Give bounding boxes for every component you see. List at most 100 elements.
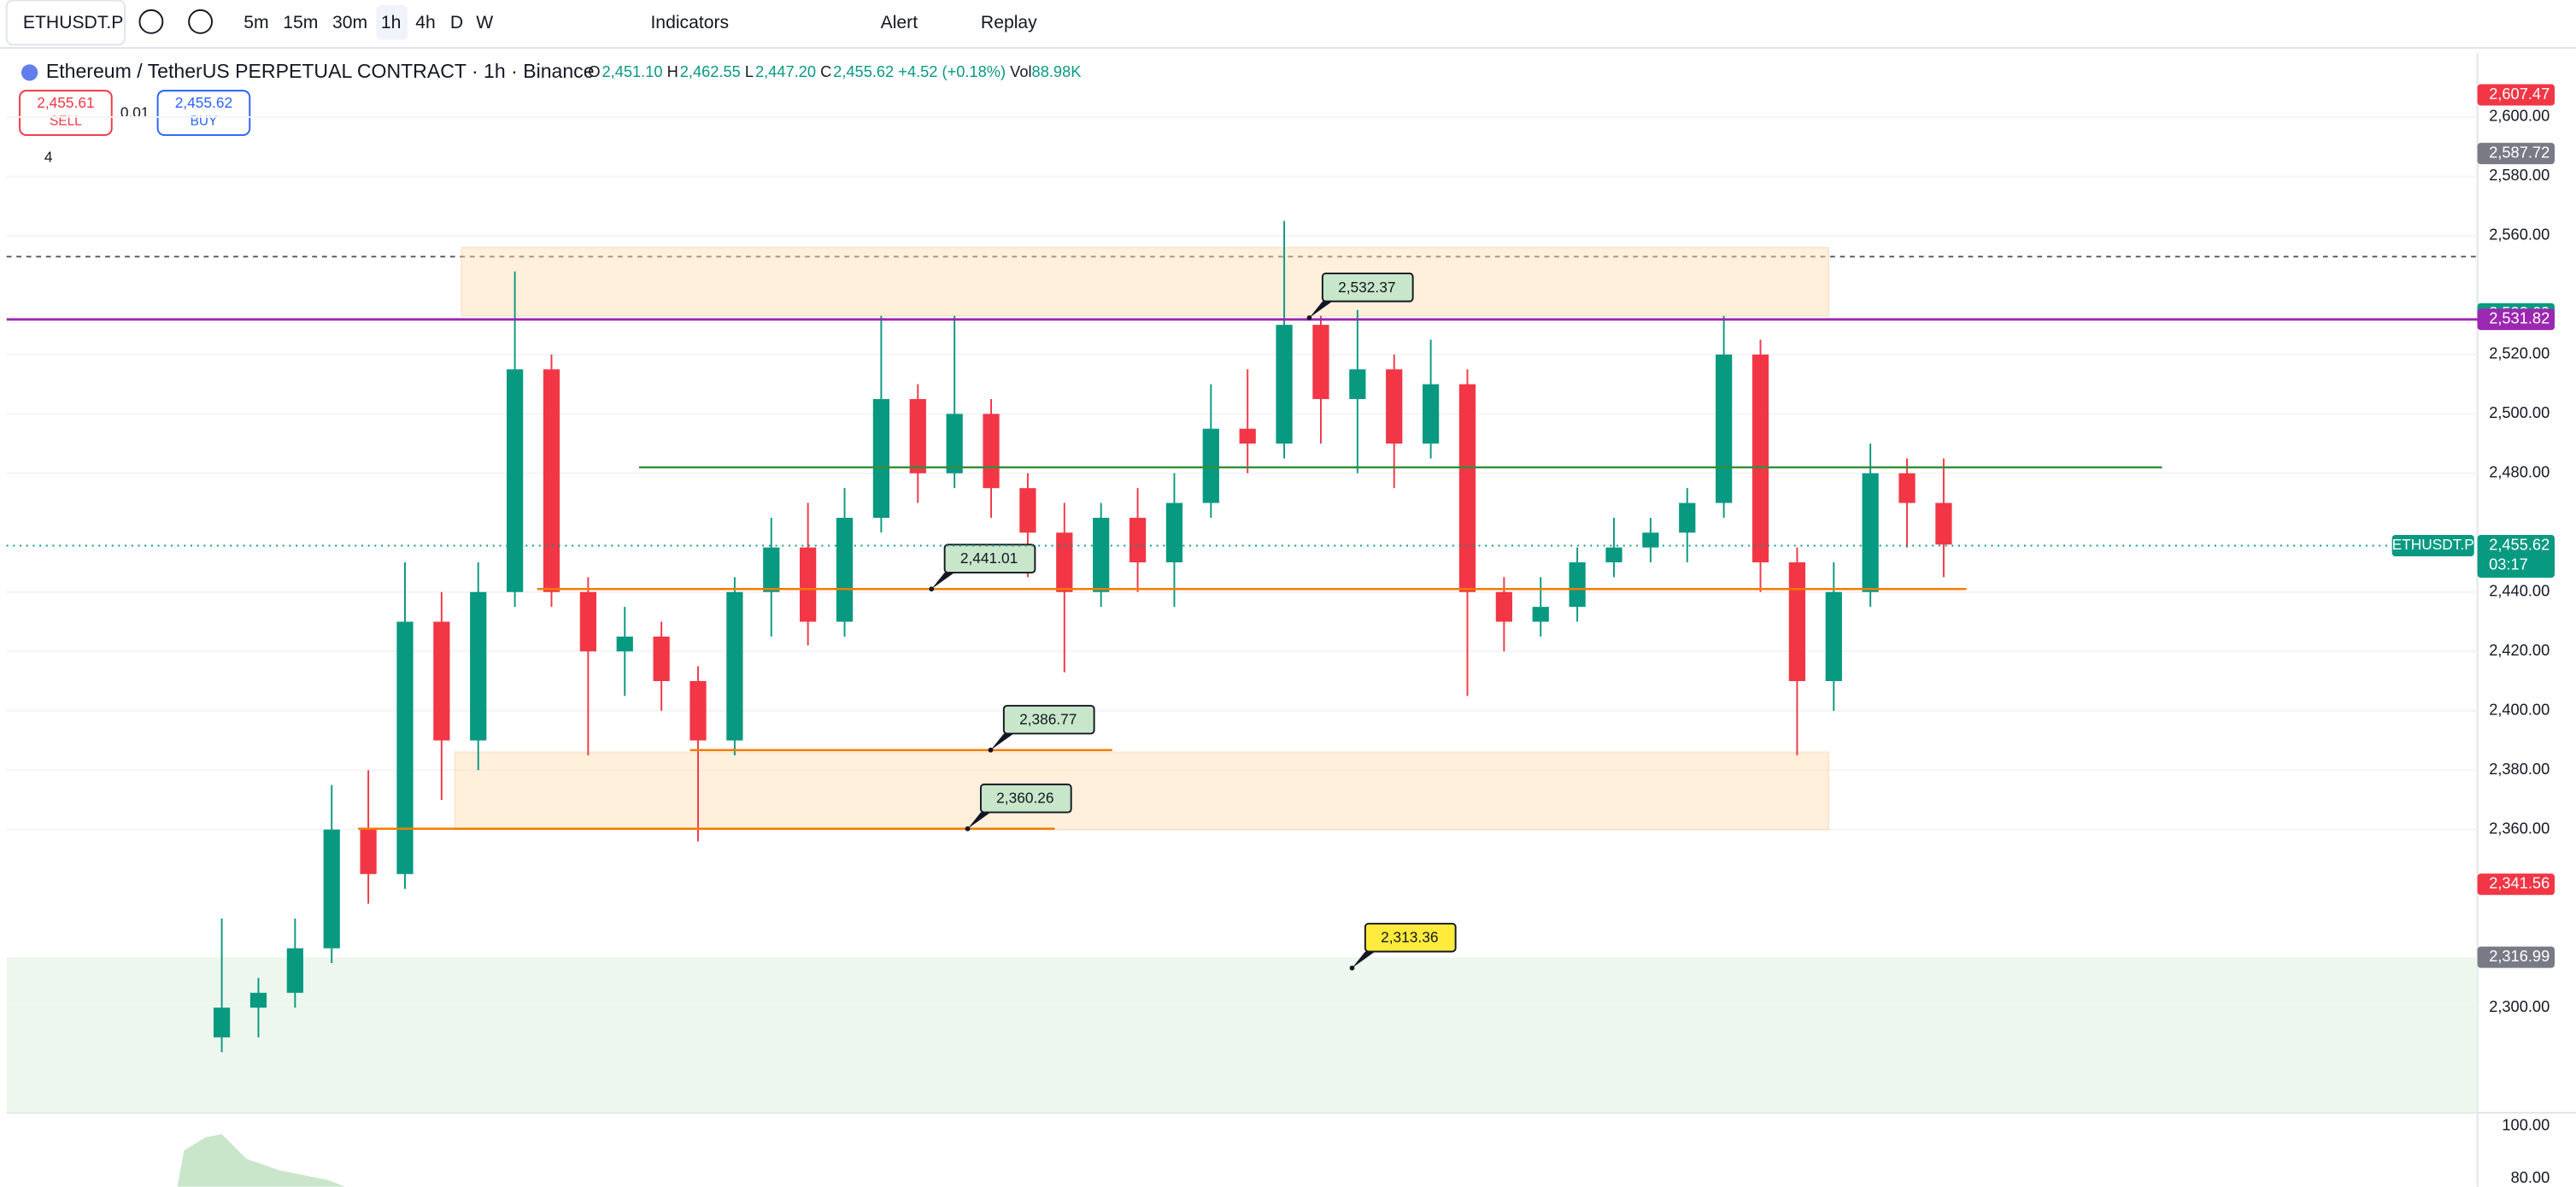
interval[interactable]: 5m [244, 13, 268, 32]
y-tick-label: 2,420.00 [2489, 641, 2550, 659]
candle-body [1386, 369, 1403, 444]
symbol[interactable]: ETHUSDT.P [23, 13, 123, 32]
y-tick-label: 2,500.00 [2489, 403, 2550, 421]
chart-header: Ethereum / TetherUS PERPETUAL CONTRACT ·… [46, 60, 595, 82]
price-badge [2477, 143, 2555, 165]
annotation-label: 2,360.26 [996, 790, 1053, 807]
annotation-box [979, 783, 1072, 814]
vol: 88.98K [1032, 62, 1082, 80]
candle-body [983, 414, 1000, 489]
candle-body [1349, 369, 1366, 399]
annotation-label: 2,532.37 [1338, 279, 1395, 296]
candle-body [909, 398, 926, 473]
replay[interactable]: Replay [981, 13, 1037, 32]
candle-body [1165, 502, 1183, 563]
pane-tick: 100.00 [2502, 1115, 2550, 1133]
candle-body [249, 992, 267, 1008]
active-interval [376, 5, 408, 40]
candle-body [507, 369, 524, 592]
indicator-count[interactable]: 4 [44, 149, 53, 166]
price-badge [2477, 84, 2555, 106]
candle-body [1898, 473, 1916, 503]
pane-tick: 80.00 [2511, 1168, 2550, 1186]
price-badge [2477, 873, 2555, 896]
candle-body [1239, 428, 1256, 444]
sell-button[interactable] [19, 90, 113, 136]
ohlc-value: 2,447.20 [755, 62, 816, 80]
candle-body [213, 1008, 231, 1037]
symbol-button[interactable] [5, 0, 126, 46]
ohlc-value: 2,462.55 [680, 62, 741, 80]
interval[interactable]: 15m [283, 13, 318, 32]
demand-zone [6, 957, 2478, 1114]
candle-body [1019, 488, 1036, 533]
ohlc-key: O [588, 62, 600, 80]
sell-price[interactable]: 2,455.61 [37, 94, 94, 111]
add-icon[interactable] [188, 9, 214, 34]
annotation-box [943, 544, 1036, 573]
candle-body [946, 414, 963, 473]
candle-body [396, 621, 414, 874]
eth-icon [21, 64, 38, 81]
candle-body [1716, 354, 1733, 503]
annotation-label: 2,386.77 [1019, 711, 1077, 728]
candle-body [872, 398, 890, 518]
candle-body [1129, 517, 1147, 563]
candle-body [579, 591, 596, 652]
interval[interactable]: 1h [381, 13, 402, 32]
candle-body [1422, 384, 1440, 444]
candle-body [1312, 325, 1329, 399]
candle-body [1458, 384, 1476, 592]
vol_key: Vol [1010, 62, 1031, 80]
interval[interactable]: D [450, 13, 463, 32]
buy-label[interactable]: BUY [191, 115, 218, 129]
zone [454, 751, 1830, 831]
candle-body [1752, 354, 1769, 563]
candle-body [1093, 517, 1110, 592]
candle-body [360, 829, 377, 874]
zone [461, 246, 1830, 317]
interval[interactable]: 30m [332, 13, 367, 32]
price-badge-label: 2,607.47 [2489, 85, 2550, 103]
candle-body [1862, 473, 1879, 592]
y-tick-label: 2,360.00 [2489, 820, 2550, 837]
buy-button[interactable] [156, 90, 251, 136]
symbol-badge-label: ETHUSDT.P [2392, 536, 2474, 553]
ohlc-key: C [820, 62, 831, 80]
annotation-box [1002, 704, 1095, 735]
y-tick-label: 2,400.00 [2489, 701, 2550, 719]
annotation-label: 2,441.01 [960, 549, 1018, 567]
y-tick-label: 2,600.00 [2489, 107, 2550, 125]
alert[interactable]: Alert [881, 13, 918, 32]
candle-body [1532, 607, 1549, 622]
sell-label[interactable]: SELL [50, 115, 82, 129]
annotation-label: 2,313.36 [1381, 929, 1438, 946]
y-tick-label: 2,480.00 [2489, 463, 2550, 481]
candle-body [763, 547, 780, 592]
candle-body [543, 369, 560, 592]
countdown: 03:17 [2489, 555, 2528, 573]
price-badge [2477, 535, 2555, 579]
interval[interactable]: 4h [415, 13, 436, 32]
candle-body [1056, 532, 1073, 592]
buy-price[interactable]: 2,455.62 [175, 94, 232, 111]
y-tick-label: 2,380.00 [2489, 760, 2550, 778]
candle-body [653, 636, 670, 681]
candle-body [1679, 502, 1696, 533]
candle-body [1788, 562, 1805, 681]
annotation-pointer [1352, 951, 1376, 968]
y-tick-label: 2,580.00 [2489, 166, 2550, 184]
candle-body [800, 547, 817, 622]
annotation-pointer [990, 733, 1014, 750]
candle-body [323, 829, 340, 949]
compare-icon[interactable] [138, 9, 164, 34]
interval[interactable]: W [476, 13, 493, 32]
candle-body [689, 680, 707, 741]
annotation-pointer [931, 573, 955, 590]
indicators[interactable]: Indicators [650, 13, 729, 32]
price-badge [2477, 309, 2555, 331]
price-badge-label: 2,341.56 [2489, 874, 2550, 892]
y-tick-label: 2,440.00 [2489, 582, 2550, 600]
candle-body [836, 517, 854, 622]
y-tick-label: 2,520.00 [2489, 344, 2550, 362]
